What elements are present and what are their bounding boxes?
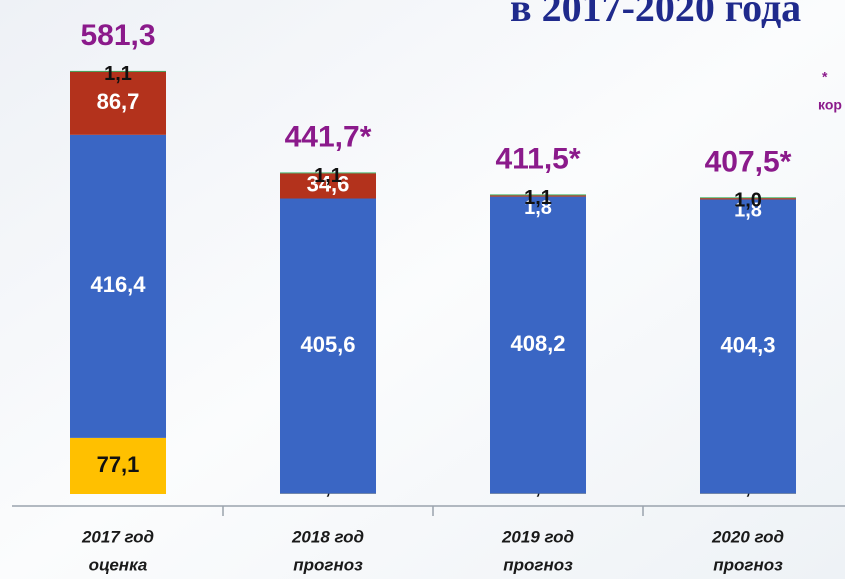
bar-segment [280, 198, 376, 494]
total-label: 441,7* [285, 120, 372, 153]
bar-segment [700, 198, 796, 200]
total-label: 411,5* [495, 142, 580, 175]
value-label: 404,3 [720, 332, 775, 357]
x-tick-label: прогноз [503, 555, 573, 574]
x-tick-label: 2020 год [711, 527, 784, 546]
value-label: 86,7 [97, 89, 140, 114]
chart-title: в 2017-2020 года [510, 0, 801, 30]
value-label: 1,8 [734, 200, 762, 222]
value-label: 1,8 [524, 197, 552, 219]
bar-segment [700, 197, 796, 199]
annotation: * [822, 69, 828, 85]
x-tick-label: прогноз [293, 555, 363, 574]
value-label: 77,1 [97, 452, 140, 477]
x-tick-label: 2018 год [291, 527, 364, 546]
bar-segment [70, 437, 166, 494]
value-label: 1,1 [104, 63, 132, 85]
bar-segment [490, 194, 586, 196]
value-label: 1,1 [524, 187, 552, 209]
value-label: 1,1 [314, 165, 342, 187]
total-label: 581,3 [80, 19, 155, 52]
bar-segment [280, 172, 376, 174]
bar-segment [490, 195, 586, 197]
value-label: 405,6 [300, 332, 355, 357]
bar-segment [70, 134, 166, 438]
value-label: 1,0 [734, 190, 762, 212]
bar-segment [280, 173, 376, 199]
annotation: кор [818, 97, 842, 113]
bar-segment [700, 199, 796, 494]
x-tick-label: прогноз [713, 555, 783, 574]
total-label: 407,5* [705, 145, 792, 178]
value-label: 416,4 [90, 272, 146, 297]
x-tick-label: 2017 год [81, 527, 154, 546]
bar-segment [70, 71, 166, 135]
bar-segment [490, 196, 586, 494]
value-label: 34,6 [307, 172, 350, 197]
x-tick-label: оценка [89, 555, 148, 574]
value-label: 408,2 [510, 331, 565, 356]
x-tick-label: 2019 год [501, 527, 574, 546]
bar-segment [70, 70, 166, 72]
